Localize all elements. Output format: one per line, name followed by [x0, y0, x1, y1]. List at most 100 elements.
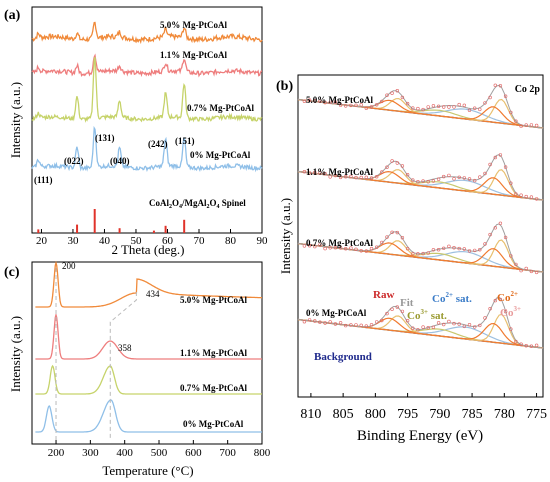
xps-raw-point	[344, 175, 348, 179]
annotation-200: 200	[62, 261, 76, 271]
xps-raw-point	[333, 173, 338, 178]
c-tick-label-6: 800	[254, 447, 271, 459]
xps-raw-point	[416, 106, 420, 111]
xps-raw-point	[467, 323, 472, 327]
xps-raw-point	[354, 103, 358, 108]
panel-b-label-5.0: 5.0% Mg-PtCoAl	[306, 95, 373, 105]
xps-raw-point	[462, 247, 466, 251]
b-tick-label-6: 780	[494, 407, 515, 422]
xps-raw-point	[405, 247, 410, 251]
xps-raw-point	[534, 123, 539, 128]
b-tick-label-5: 785	[462, 407, 483, 422]
xps-raw-point	[338, 246, 343, 250]
xps-raw-point	[534, 343, 539, 347]
panel-a-xticks: 20 30 40 50 60 70 80 90	[36, 229, 268, 247]
panel-a-ylabel: Intensity (a.u.)	[8, 82, 23, 158]
xps-raw-point	[328, 100, 332, 105]
xps-raw-point	[318, 243, 322, 247]
xps-raw-point	[467, 177, 472, 181]
xps-raw-point	[364, 324, 368, 328]
xrd-series-3	[31, 125, 263, 173]
xps-raw-point	[354, 247, 358, 252]
xps-raw-point	[488, 307, 492, 311]
legend-co3: Co3+	[500, 305, 521, 319]
xps-raw-point	[431, 248, 436, 252]
xps-raw-point	[452, 246, 456, 250]
xps-raw-point	[493, 155, 497, 160]
xps-raw-point	[534, 197, 539, 201]
xps-raw-point	[416, 252, 420, 256]
xps-raw-point	[462, 324, 466, 329]
xps-raw-point	[411, 326, 415, 330]
xps-raw-point	[344, 104, 348, 108]
panel-b-label-0: 0% Mg-PtCoAl	[306, 308, 367, 318]
xps-raw-point	[524, 194, 528, 199]
xps-raw-point	[509, 327, 513, 331]
xps-raw-point	[390, 230, 394, 235]
xps-raw-point	[318, 99, 322, 104]
xps-raw-point	[478, 248, 482, 252]
xps-raw-point	[390, 307, 394, 311]
xps-raw-point	[519, 193, 523, 197]
xps-raw-point	[344, 247, 348, 251]
b-tick-label-7: 775	[526, 407, 547, 422]
panel-c-xticks: 200 300 400 500 600 700 800	[48, 440, 271, 459]
xps-raw-point	[354, 175, 358, 180]
panel-b-xlabel: Binding Energy (eV)	[357, 428, 483, 444]
xps-raw-point	[416, 180, 420, 184]
panel-a-label-0: 0% Mg-PtCoAl	[190, 150, 251, 160]
xps-raw-point	[436, 321, 441, 325]
panel-c-label-0.7: 0.7% Mg-PtCoAl	[180, 383, 247, 393]
xps-raw-point	[328, 246, 332, 250]
xps-raw-point	[503, 309, 508, 314]
xps-raw-point	[467, 249, 472, 253]
xps-raw-point	[359, 175, 363, 180]
xps-raw-point	[519, 124, 523, 128]
xps-raw-point	[307, 318, 312, 322]
co2sat-tail: sat.	[453, 293, 472, 305]
xps-raw-point	[457, 102, 461, 107]
panel-c-label-1.1: 1.1% Mg-PtCoAl	[180, 348, 247, 358]
panel-b-letter: (b)	[276, 79, 293, 94]
b-tick-label-3: 795	[397, 407, 418, 422]
xps-raw-point	[473, 248, 477, 253]
xps-raw-point	[313, 99, 317, 103]
xps-raw-point	[380, 170, 384, 174]
b-tick-label-1: 805	[333, 407, 354, 422]
ref-part-6: O	[210, 198, 217, 208]
xps-raw-point	[318, 171, 322, 175]
xps-raw-point	[421, 325, 425, 329]
panel-a-xlabel: 2 Theta (deg.)	[111, 242, 184, 257]
xps-raw-point	[349, 174, 353, 179]
xps-raw-point	[333, 322, 338, 326]
xps-raw-point	[473, 178, 477, 183]
xps-raw-point	[452, 177, 456, 181]
xps-raw-point	[338, 103, 343, 107]
xps-raw-point	[493, 298, 497, 303]
co2sat-base: Co	[432, 293, 446, 305]
panel-a-label-1.1: 1.1% Mg-PtCoAl	[160, 50, 227, 60]
c-tick-label-3: 500	[151, 447, 168, 459]
xps-raw-point	[380, 99, 384, 104]
xps-raw-point	[431, 104, 436, 108]
b-tick-label-2: 800	[365, 407, 386, 422]
xps-raw-point	[385, 93, 389, 97]
xps-raw-point	[457, 322, 461, 326]
a-tick-label-7: 90	[257, 235, 269, 247]
ref-part-5: 2	[207, 204, 210, 210]
xps-raw-point	[307, 98, 312, 102]
xrd-series-1	[31, 53, 262, 78]
xps-raw-point	[514, 119, 518, 123]
c-tick-label-0: 200	[48, 447, 65, 459]
xps-raw-point	[483, 242, 487, 246]
xps-fit-0	[297, 84, 544, 129]
xps-raw-point	[488, 162, 492, 167]
xps-raw-point	[395, 88, 399, 93]
c-tick-label-2: 400	[116, 447, 133, 459]
xps-raw-point	[364, 106, 368, 110]
panel-b-label-1.1: 1.1% Mg-PtCoAl	[306, 167, 373, 177]
xps-raw-point	[400, 95, 405, 100]
xps-raw-point	[323, 246, 327, 251]
xps-raw-point	[467, 108, 472, 113]
